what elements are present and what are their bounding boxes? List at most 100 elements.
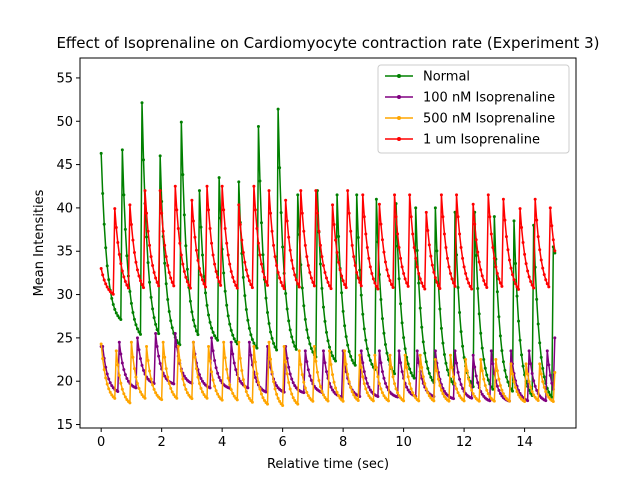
data-point xyxy=(148,369,152,373)
data-point xyxy=(414,256,418,260)
data-point xyxy=(424,387,428,391)
data-point xyxy=(467,281,471,285)
data-point xyxy=(129,223,133,227)
data-point xyxy=(397,246,401,250)
data-point xyxy=(323,361,327,365)
data-point xyxy=(163,261,167,265)
data-point xyxy=(370,272,374,276)
data-point xyxy=(364,376,368,380)
data-point xyxy=(123,373,127,377)
data-point xyxy=(383,342,387,346)
data-point xyxy=(225,303,229,307)
data-point xyxy=(417,281,421,285)
data-point xyxy=(385,385,389,389)
data-point xyxy=(359,349,363,353)
data-point xyxy=(213,359,217,363)
data-point xyxy=(547,285,551,289)
data-point xyxy=(418,306,422,310)
data-point xyxy=(380,238,384,242)
data-point xyxy=(358,353,362,357)
data-point xyxy=(181,377,185,381)
data-point xyxy=(486,392,490,396)
data-point xyxy=(405,365,409,369)
data-point xyxy=(128,203,132,207)
data-point xyxy=(210,336,214,340)
y-tick-label: 15 xyxy=(56,418,73,433)
data-point xyxy=(211,378,215,382)
data-point xyxy=(138,357,142,361)
data-point xyxy=(435,369,439,373)
data-point xyxy=(182,213,186,217)
x-axis: 0 2 4 6 8 10 12 14 xyxy=(97,428,533,450)
data-point xyxy=(501,360,505,364)
data-point xyxy=(433,276,437,280)
data-point xyxy=(430,263,434,267)
data-point xyxy=(273,345,277,349)
data-point xyxy=(399,256,403,260)
data-point xyxy=(507,258,511,262)
data-point xyxy=(314,359,318,363)
data-point xyxy=(182,374,186,378)
data-point xyxy=(411,232,415,236)
data-point xyxy=(402,399,406,403)
data-point xyxy=(149,255,153,259)
data-point xyxy=(476,250,480,254)
data-point xyxy=(169,386,173,390)
data-point xyxy=(166,263,170,267)
data-point xyxy=(148,243,152,247)
data-point xyxy=(482,377,486,381)
data-point xyxy=(383,260,387,264)
data-point xyxy=(488,399,492,403)
data-point xyxy=(303,349,307,353)
data-point xyxy=(474,253,478,257)
data-point xyxy=(514,385,518,389)
data-point xyxy=(403,347,407,351)
data-point xyxy=(335,193,339,197)
data-point xyxy=(521,240,525,244)
data-point xyxy=(125,254,129,258)
data-point xyxy=(514,282,518,286)
data-point xyxy=(99,151,103,155)
data-point xyxy=(311,280,315,284)
data-point xyxy=(432,270,436,274)
data-point xyxy=(101,191,105,195)
data-point xyxy=(250,400,254,404)
data-point xyxy=(125,283,129,287)
data-point xyxy=(482,279,486,283)
data-point xyxy=(158,361,162,365)
data-point xyxy=(300,286,304,290)
data-point xyxy=(503,218,507,222)
data-point xyxy=(152,270,156,274)
data-point xyxy=(241,275,245,279)
data-point xyxy=(217,375,221,379)
data-point xyxy=(185,267,189,271)
data-point xyxy=(532,379,536,383)
data-point xyxy=(523,399,527,403)
data-point xyxy=(259,262,263,266)
data-point xyxy=(535,218,539,222)
legend-label: 100 nM Isoprenaline xyxy=(423,91,555,106)
data-point xyxy=(409,371,413,375)
data-point xyxy=(343,349,347,353)
data-point xyxy=(281,284,285,288)
data-point xyxy=(455,361,459,365)
data-point xyxy=(247,326,251,330)
data-point xyxy=(152,316,156,320)
data-point xyxy=(442,389,446,393)
data-point xyxy=(453,284,457,288)
data-point xyxy=(448,353,452,357)
data-point xyxy=(145,211,149,215)
x-tick-label: 2 xyxy=(158,435,166,450)
data-point xyxy=(175,208,179,212)
data-point xyxy=(291,381,295,385)
data-point xyxy=(266,310,270,314)
data-point xyxy=(256,124,260,128)
data-point xyxy=(207,345,211,349)
data-point xyxy=(173,184,177,188)
data-point xyxy=(344,335,348,339)
data-point xyxy=(361,193,365,197)
data-point xyxy=(285,219,289,223)
data-point xyxy=(247,279,251,283)
data-point xyxy=(524,362,528,366)
data-point xyxy=(359,284,363,288)
